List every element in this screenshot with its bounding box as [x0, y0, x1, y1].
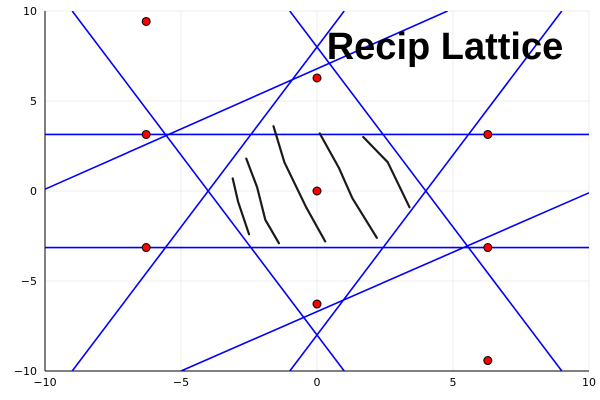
- x-tick-label: −5: [173, 376, 189, 389]
- lattice-points: [141, 16, 493, 366]
- lattice-line-4: [180, 192, 589, 371]
- axis-frame: [44, 11, 589, 372]
- sketch-stroke-4: [318, 132, 378, 239]
- y-tick-label: −5: [21, 275, 37, 288]
- lattice-point-6: [141, 129, 151, 139]
- y-tick-label: 10: [23, 5, 37, 18]
- lattice-point-2: [312, 73, 322, 83]
- x-tick-label: 5: [450, 376, 457, 389]
- lattice-lines: [45, 11, 589, 371]
- sketch-stroke-3: [272, 125, 327, 243]
- chart-title: Recip Lattice: [327, 26, 564, 68]
- y-tick-label: 5: [30, 95, 37, 108]
- lattice-point-3: [312, 299, 322, 309]
- lattice-point-5: [483, 243, 493, 253]
- sketch-strokes: [231, 125, 411, 245]
- x-tick-label: −10: [33, 376, 56, 389]
- y-tick-labels: −10 −5 0 5 10: [14, 5, 37, 378]
- y-tick-label: −10: [14, 365, 37, 378]
- lattice-point-7: [141, 243, 151, 253]
- y-tick-label: 0: [30, 185, 37, 198]
- lattice-line-7: [71, 11, 345, 371]
- x-tick-label: 0: [314, 376, 321, 389]
- lattice-line-3: [45, 11, 448, 190]
- lattice-point-8: [483, 356, 493, 366]
- lattice-point-4: [483, 129, 493, 139]
- x-tick-label: 10: [582, 376, 596, 389]
- lattice-point-1: [312, 186, 322, 196]
- sketch-stroke-2: [245, 157, 281, 245]
- lattice-point-9: [141, 16, 151, 26]
- x-tick-labels: −10 −5 0 5 10: [33, 376, 596, 389]
- lattice-line-8: [289, 11, 563, 371]
- sketch-stroke-5: [362, 135, 411, 209]
- sketch-stroke-1: [231, 177, 251, 236]
